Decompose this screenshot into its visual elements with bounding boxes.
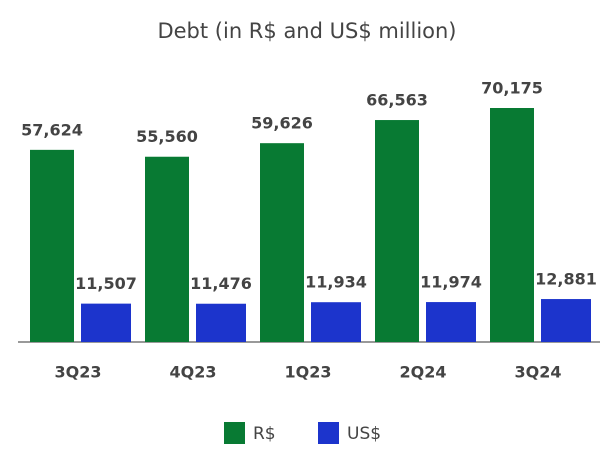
value-label: 11,507 — [75, 274, 137, 293]
value-label: 11,974 — [420, 273, 482, 292]
bar — [81, 303, 131, 342]
legend-label: R$ — [253, 424, 276, 444]
value-label: 11,476 — [190, 274, 252, 293]
bar — [490, 108, 534, 342]
bar — [145, 156, 189, 342]
x-tick-label: 1Q23 — [285, 363, 332, 382]
bar — [541, 299, 591, 342]
x-tick-label: 3Q24 — [515, 363, 562, 382]
legend-swatch — [224, 422, 245, 444]
value-label: 12,881 — [535, 270, 597, 289]
bar — [260, 143, 304, 342]
value-label: 59,626 — [251, 114, 313, 133]
value-label: 66,563 — [366, 91, 428, 110]
value-label: 70,175 — [481, 79, 543, 98]
bar — [311, 302, 361, 342]
value-label: 11,934 — [305, 273, 367, 292]
legend-label: US$ — [347, 424, 381, 444]
bar — [375, 120, 419, 343]
bar — [426, 302, 476, 342]
legend-swatch — [318, 422, 339, 444]
bar — [30, 149, 74, 342]
chart-title: Debt (in R$ and US$ million) — [157, 19, 456, 43]
bar — [196, 303, 246, 342]
x-tick-label: 4Q23 — [170, 363, 217, 382]
value-label: 57,624 — [21, 120, 83, 139]
x-tick-label: 3Q23 — [55, 363, 102, 382]
x-tick-label: 2Q24 — [400, 363, 447, 382]
value-label: 55,560 — [136, 127, 198, 146]
